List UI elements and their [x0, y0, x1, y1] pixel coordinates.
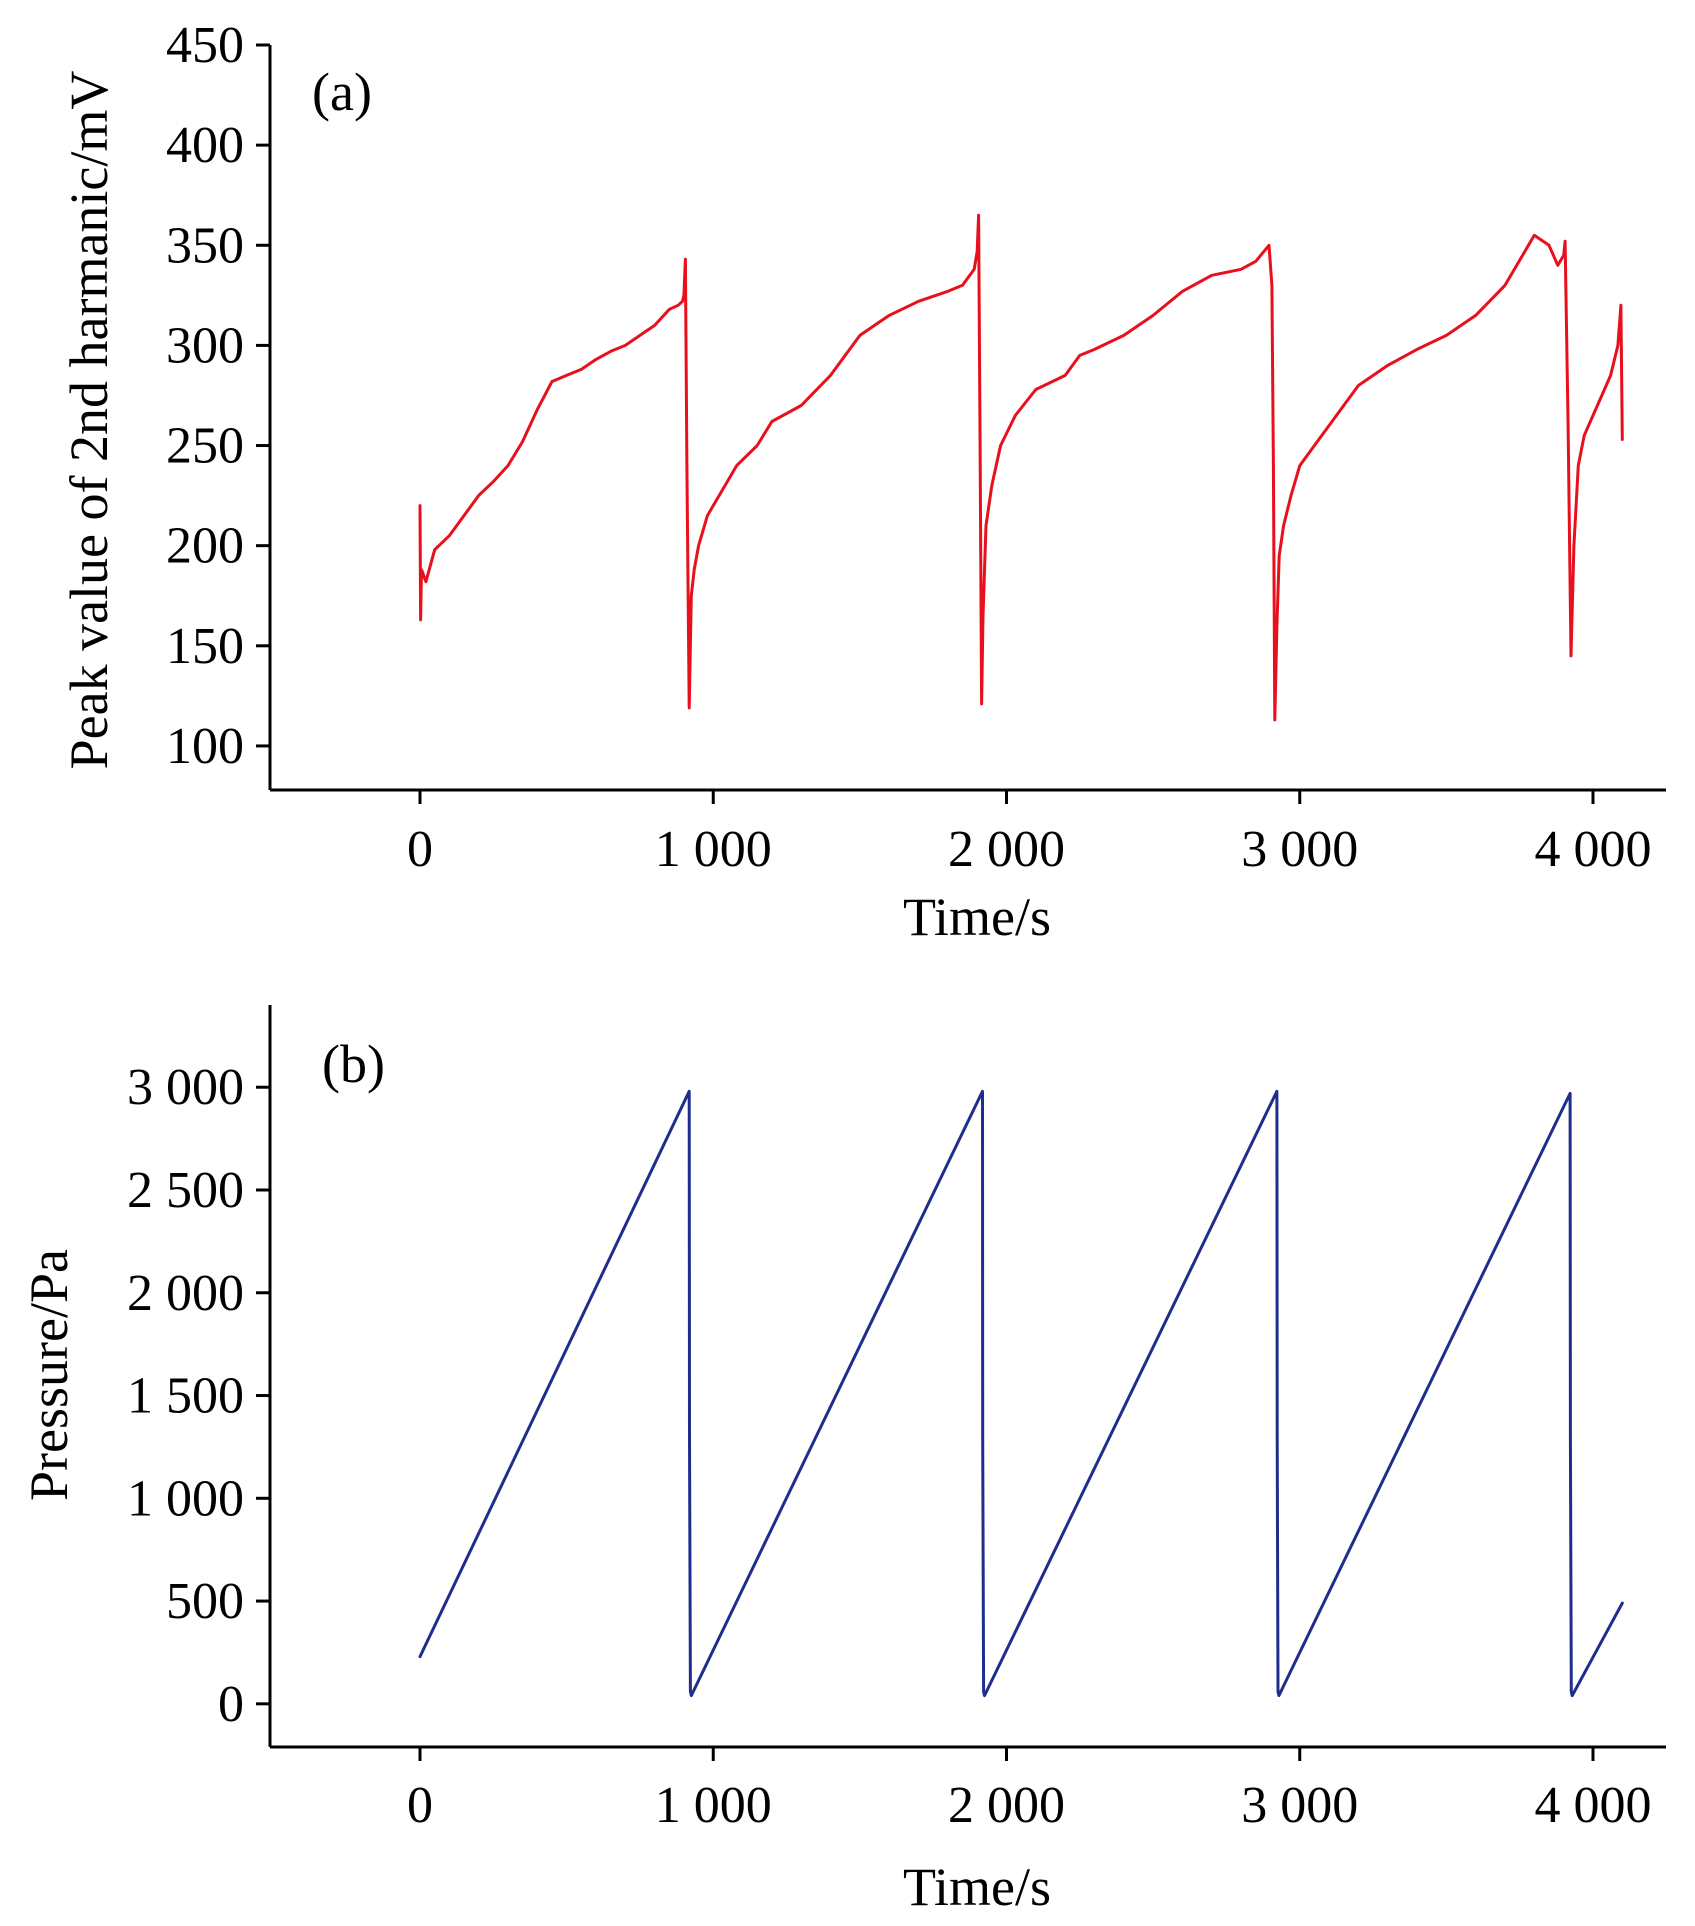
chart-a-x-tick-label: 2 000	[948, 821, 1065, 878]
chart-a-panel-label: (a)	[312, 62, 372, 122]
chart-b-y-tick-label: 2 000	[127, 1265, 244, 1322]
chart-a-x-ticks: 0 1 000 2 000 3 000 4 000	[407, 790, 1652, 878]
chart-a-y-tick-label: 100	[166, 718, 244, 775]
chart-a-y-tick-label: 450	[166, 17, 244, 74]
chart-a-y-ticks: 100 150 200 250 300 350 400 450	[166, 17, 270, 775]
chart-a-x-axis-title: Time/s	[903, 887, 1051, 947]
chart-b-y-tick-label: 500	[166, 1573, 244, 1630]
chart-b-x-tick-label: 1 000	[655, 1777, 772, 1834]
chart-b-y-tick-label: 1 500	[127, 1368, 244, 1425]
chart-a-series-line	[418, 213, 1624, 722]
chart-b-y-tick-label: 2 500	[127, 1162, 244, 1219]
chart-a-y-axis-title: Peak value of 2nd harmanic/mV	[59, 71, 119, 770]
chart-a-x-tick-label: 0	[407, 821, 433, 878]
chart-b-panel-label: (b)	[322, 1034, 385, 1094]
chart-a-y-tick-label: 150	[166, 618, 244, 675]
chart-a: 100 150 200 250 300 350 400 450 0 1 000 2 000 3 00…	[59, 17, 1666, 947]
chart-a-x-tick-label: 4 000	[1535, 821, 1652, 878]
chart-b-series-line	[418, 1089, 1624, 1698]
chart-a-y-tick-label: 350	[166, 217, 244, 274]
chart-a-x-tick-label: 1 000	[655, 821, 772, 878]
chart-a-y-tick-label: 250	[166, 418, 244, 475]
chart-b-x-axis-title: Time/s	[903, 1857, 1051, 1917]
chart-b-y-tick-label: 3 000	[127, 1059, 244, 1116]
chart-b-x-tick-label: 4 000	[1535, 1777, 1652, 1834]
chart-a-x-tick-label: 3 000	[1241, 821, 1358, 878]
chart-b-y-axis-title: Pressure/Pa	[19, 1249, 79, 1501]
chart-a-y-tick-label: 300	[166, 317, 244, 374]
chart-b-x-tick-label: 2 000	[948, 1777, 1065, 1834]
chart-a-y-tick-label: 200	[166, 518, 244, 575]
chart-b-x-tick-label: 3 000	[1241, 1777, 1358, 1834]
chart-b-y-ticks: 0 500 1 000 1 500 2 000 2 500 3 000	[127, 1059, 270, 1733]
chart-b-x-ticks: 0 1 000 2 000 3 000 4 000	[407, 1747, 1652, 1834]
chart-b: 0 500 1 000 1 500 2 000 2 500 3 000 0 1 000 2 00…	[19, 1005, 1666, 1917]
chart-b-x-tick-label: 0	[407, 1777, 433, 1834]
chart-a-y-tick-label: 400	[166, 117, 244, 174]
chart-b-y-tick-label: 0	[218, 1676, 244, 1733]
chart-b-y-tick-label: 1 000	[127, 1470, 244, 1527]
